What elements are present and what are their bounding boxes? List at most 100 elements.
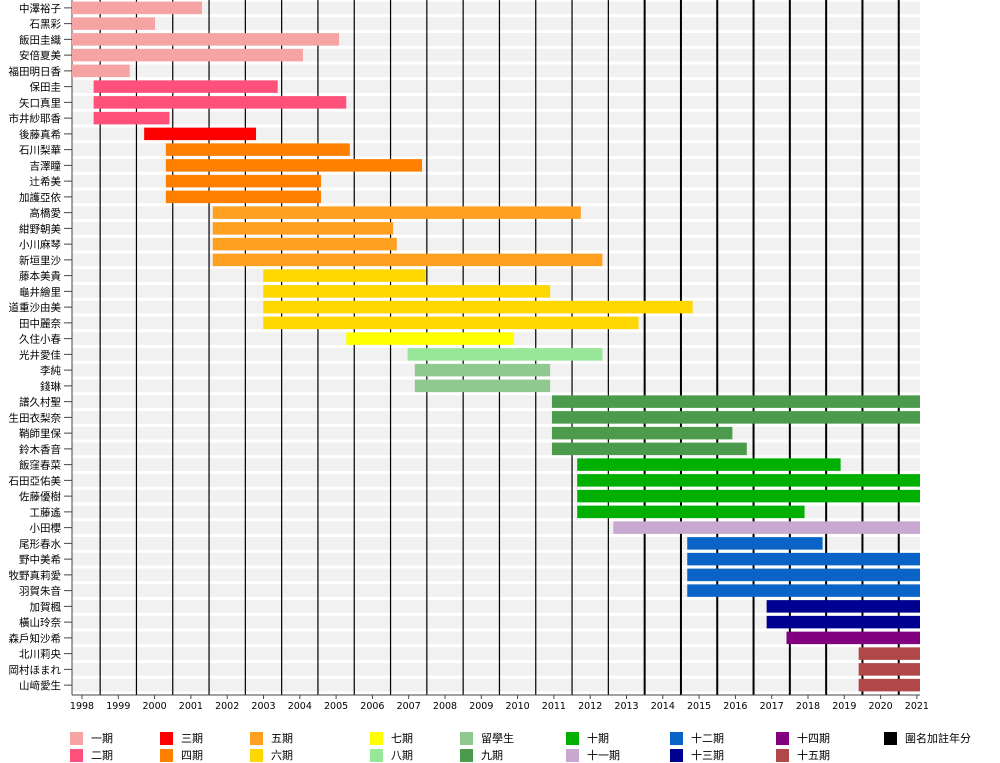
member-bar bbox=[766, 600, 920, 613]
x-tick-label: 2017 bbox=[760, 701, 784, 712]
x-tick-labels: 1998 1999 2000 2001 2002 2003 2004 2005 2006 2007… bbox=[70, 694, 929, 712]
member-name-label: 佐藤優樹 bbox=[19, 490, 61, 503]
member-bar bbox=[212, 237, 397, 251]
member-name-label: 錢琳 bbox=[40, 380, 61, 393]
member-bar bbox=[687, 537, 823, 550]
member-bar bbox=[577, 474, 920, 487]
x-tick-label: 2021 bbox=[905, 701, 929, 712]
member-name-label: 光井愛佳 bbox=[19, 348, 61, 361]
member-name-label: 飯田圭織 bbox=[19, 33, 61, 46]
row-band bbox=[72, 1, 920, 15]
member-name-label: 森戶知沙希 bbox=[9, 632, 62, 645]
member-name-label: 鞘師里保 bbox=[19, 427, 61, 440]
member-bar bbox=[72, 17, 155, 30]
x-tick-label: 2011 bbox=[542, 701, 566, 712]
member-bar bbox=[72, 1, 202, 15]
member-name-label: 紺野朝美 bbox=[19, 222, 61, 235]
row-backgrounds bbox=[71, 0, 920, 695]
member-bar bbox=[414, 363, 551, 377]
member-name-label: 工藤遙 bbox=[30, 506, 62, 519]
member-name-label: 福田明日香 bbox=[9, 65, 62, 78]
x-tick-label: 2009 bbox=[469, 701, 493, 712]
member-bar bbox=[93, 111, 170, 125]
x-tick-label: 2015 bbox=[687, 701, 711, 712]
member-name-label: 保田圭 bbox=[30, 81, 62, 94]
member-name-label: 橫山玲奈 bbox=[19, 616, 61, 629]
member-name-label: 山﨑愛生 bbox=[19, 679, 61, 692]
x-tick-label: 2007 bbox=[397, 701, 421, 712]
member-bar bbox=[72, 33, 340, 46]
member-name-label: 野中美希 bbox=[19, 553, 61, 566]
x-tick-label: 2001 bbox=[179, 701, 203, 712]
member-name-label: 李純 bbox=[40, 364, 61, 377]
member-bar bbox=[212, 253, 603, 267]
x-tick-label: 2008 bbox=[433, 701, 457, 712]
member-name-label: 中澤裕子 bbox=[19, 2, 61, 15]
member-name-label: 道重沙由美 bbox=[9, 301, 62, 314]
member-bar bbox=[72, 64, 130, 78]
member-bar bbox=[93, 96, 347, 109]
member-bar bbox=[165, 190, 321, 204]
member-bar bbox=[766, 615, 920, 629]
x-tick-label: 2004 bbox=[288, 701, 312, 712]
member-name-label: 久住小春 bbox=[19, 333, 61, 346]
member-name-label: 龜井繪里 bbox=[19, 285, 61, 298]
x-tick-label: 2000 bbox=[143, 701, 167, 712]
member-name-label: 加護亞依 bbox=[19, 191, 61, 204]
x-tick-label: 2002 bbox=[215, 701, 239, 712]
member-bar bbox=[786, 631, 920, 645]
x-tick-label: 1998 bbox=[70, 701, 94, 712]
member-name-label: 尾形春水 bbox=[19, 538, 61, 550]
member-bar bbox=[263, 269, 426, 282]
member-name-label: 岡村ほまれ bbox=[9, 663, 62, 676]
x-tick-label: 2003 bbox=[251, 701, 275, 712]
member-name-label: 新垣里沙 bbox=[19, 254, 61, 267]
member-name-label: 田中麗奈 bbox=[19, 317, 61, 330]
member-bar bbox=[613, 521, 920, 534]
member-name-label: 石川梨華 bbox=[19, 144, 61, 157]
member-name-label: 藤本美貴 bbox=[19, 270, 61, 283]
x-tick-label: 2006 bbox=[360, 701, 384, 712]
member-bar bbox=[577, 458, 841, 471]
member-bar bbox=[858, 647, 920, 660]
member-bars bbox=[72, 1, 920, 692]
member-bar bbox=[263, 300, 693, 314]
member-name-label: 辻希美 bbox=[30, 175, 62, 188]
x-tick-label: 2005 bbox=[324, 701, 348, 712]
member-name-label: 矢口真里 bbox=[19, 96, 61, 109]
x-tick-label: 2019 bbox=[832, 701, 856, 712]
x-tick-label: 1999 bbox=[106, 701, 130, 712]
member-name-label: 譜久村聖 bbox=[19, 396, 61, 409]
member-bar bbox=[414, 379, 551, 393]
member-bar bbox=[577, 489, 920, 503]
x-tick-label: 2014 bbox=[651, 701, 675, 712]
member-bar bbox=[551, 442, 747, 456]
member-name-label: 吉澤瞳 bbox=[30, 159, 62, 172]
member-name-label: 石黑彩 bbox=[30, 19, 62, 31]
member-bar bbox=[858, 678, 920, 692]
member-bar bbox=[144, 127, 257, 141]
member-name-label: 羽賀朱音 bbox=[19, 585, 61, 598]
row-band bbox=[72, 222, 920, 235]
member-name-label: 北川莉央 bbox=[19, 648, 61, 661]
row-band bbox=[72, 678, 920, 692]
member-bar bbox=[93, 80, 278, 93]
member-bar bbox=[687, 584, 920, 597]
row-band bbox=[72, 615, 920, 629]
member-bar bbox=[551, 426, 733, 440]
row-band bbox=[72, 80, 920, 93]
row-band bbox=[72, 426, 920, 440]
member-bar bbox=[165, 159, 423, 172]
row-band bbox=[72, 127, 920, 141]
member-bar bbox=[407, 348, 603, 361]
member-names: 中澤裕子石黑彩飯田圭織安倍夏美福田明日香保田圭矢口真里市井紗耶香後藤真希石川梨華… bbox=[9, 2, 72, 692]
row-band bbox=[72, 237, 920, 251]
member-name-label: 後藤真希 bbox=[19, 128, 61, 141]
member-name-label: 小田櫻 bbox=[30, 522, 62, 535]
member-name-label: 牧野真莉愛 bbox=[9, 569, 62, 582]
member-name-label: 安倍夏美 bbox=[19, 49, 61, 62]
row-band bbox=[72, 663, 920, 676]
member-name-label: 鈴木香音 bbox=[19, 443, 61, 456]
x-tick-label: 2016 bbox=[723, 701, 747, 712]
